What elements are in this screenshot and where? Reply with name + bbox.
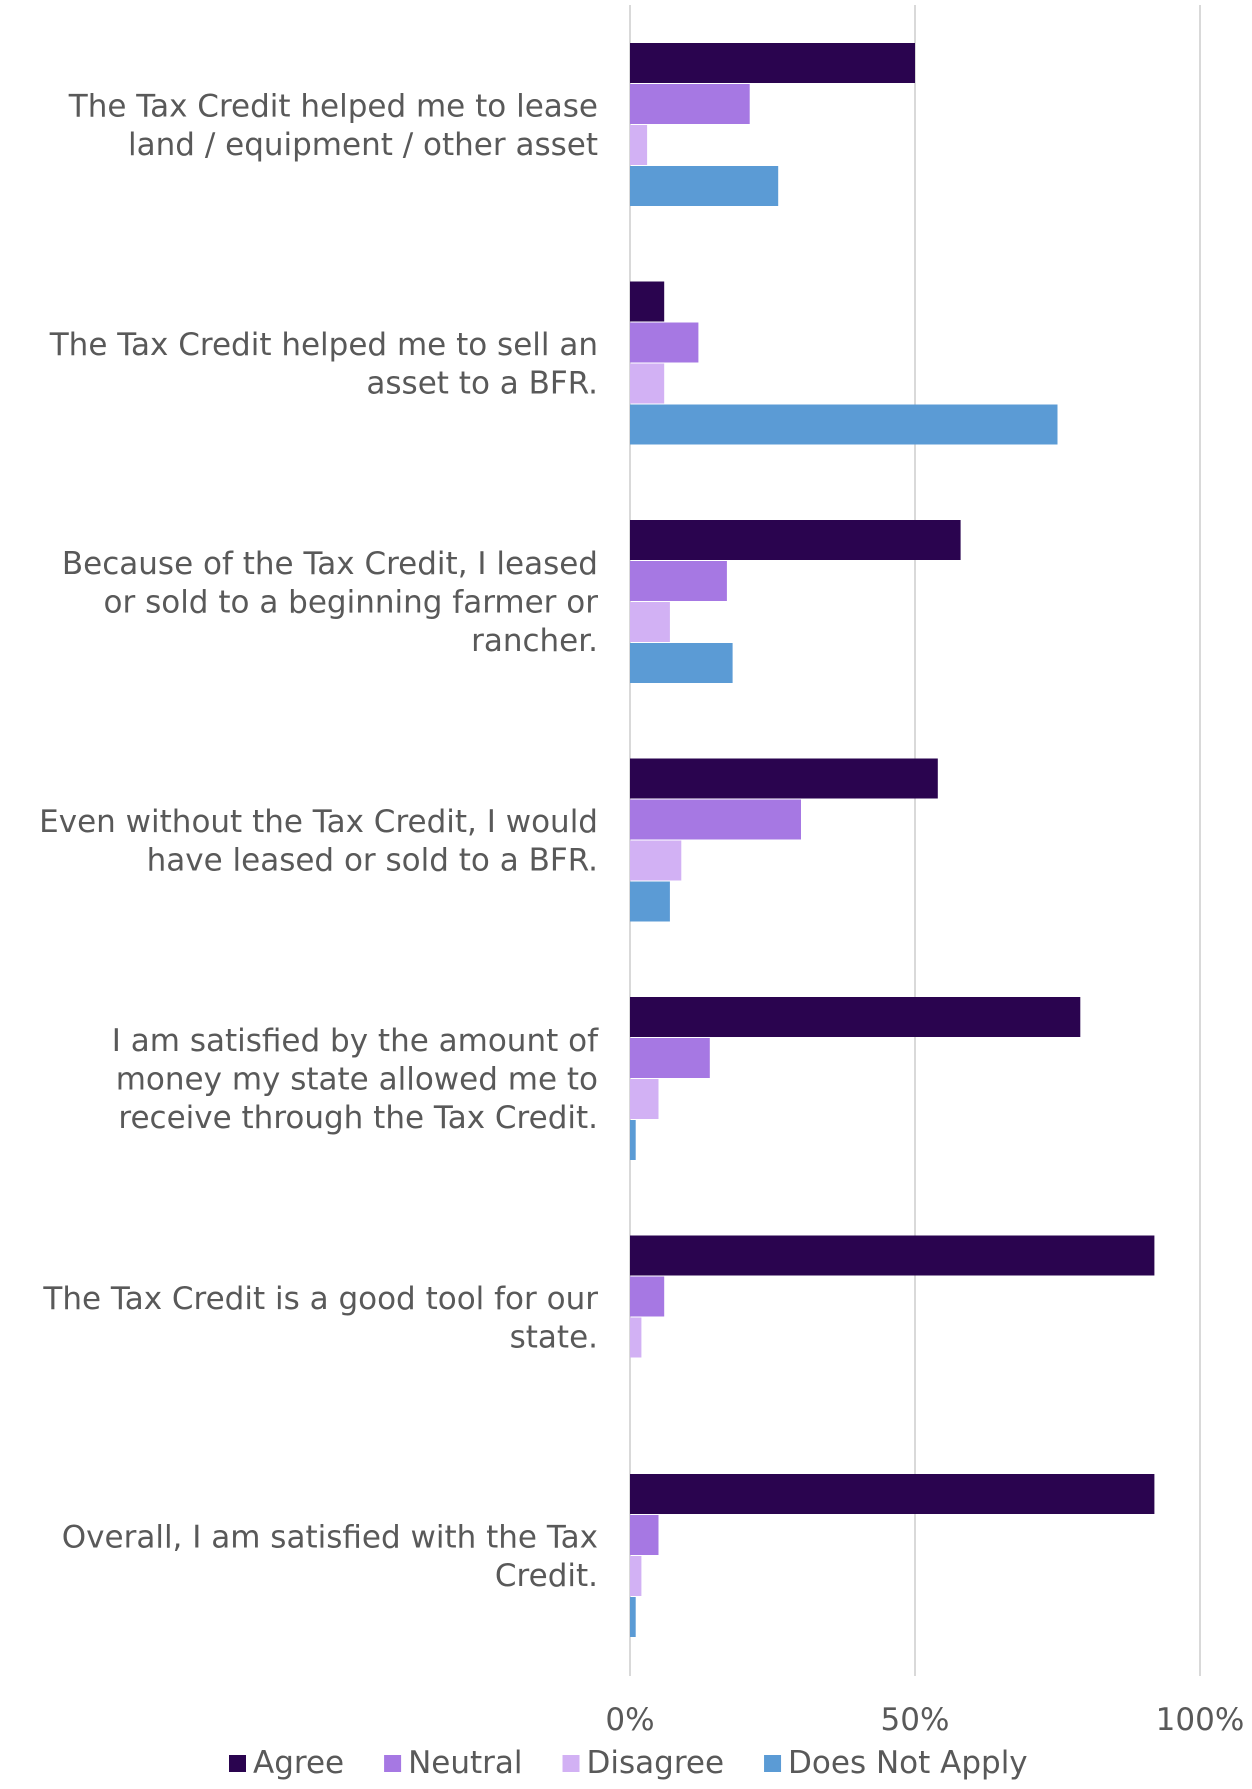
bar-agree-3 (630, 520, 961, 560)
category-label-3: Because of the Tax Credit, I leased or so… (62, 546, 598, 659)
legend-label-neutral: Neutral (408, 1745, 522, 1781)
legend-swatch-neutral (384, 1755, 402, 1772)
bar-disagree-6 (630, 1317, 642, 1358)
legend: Agree Neutral Disagree Does Not Apply (229, 1745, 1028, 1781)
bar-does-not-apply-4 (630, 881, 670, 922)
bar-disagree-2 (630, 363, 665, 404)
bar-disagree-1 (630, 125, 648, 165)
x-tick-labels: 0% 50% 100% (605, 1702, 1244, 1738)
bar-neutral-2 (630, 322, 699, 363)
bar-neutral-7 (630, 1515, 659, 1555)
bar-agree-6 (630, 1235, 1155, 1276)
gridlines (629, 5, 1201, 1676)
legend-label-disagree: Disagree (587, 1745, 725, 1781)
bar-agree-5 (630, 997, 1081, 1037)
category-label-1: The Tax Credit helped me to lease land / … (68, 88, 598, 163)
bar-disagree-7 (630, 1556, 642, 1596)
legend-label-does-not-apply: Does Not Apply (788, 1745, 1028, 1781)
x-tick-label-50: 50% (881, 1702, 950, 1738)
legend-swatch-agree (229, 1755, 246, 1772)
bar-agree-4 (630, 758, 938, 799)
legend-swatch-disagree (562, 1755, 580, 1772)
category-label-7: Overall, I am satisfied with the Tax Cred… (62, 1519, 598, 1594)
category-label-2: The Tax Credit helped me to sell an asset… (49, 327, 598, 402)
x-tick-label-100: 100% (1156, 1702, 1245, 1738)
bar-does-not-apply-1 (630, 166, 779, 206)
bar-disagree-3 (630, 602, 670, 642)
bar-neutral-1 (630, 84, 750, 124)
bar-does-not-apply-7 (630, 1597, 636, 1637)
bar-agree-7 (630, 1474, 1155, 1514)
category-label-4: Even without the Tax Credit, I would have… (39, 804, 598, 879)
bar-neutral-5 (630, 1038, 710, 1078)
category-label-5: I am satisfied by the amount of money my … (112, 1023, 599, 1136)
legend-swatch-does-not-apply (764, 1755, 782, 1772)
bar-disagree-5 (630, 1079, 659, 1119)
category-label-6: The Tax Credit is a good tool for our sta… (42, 1281, 598, 1356)
bar-neutral-4 (630, 799, 801, 840)
bar-does-not-apply-5 (630, 1120, 636, 1160)
bars (630, 43, 1155, 1637)
bar-agree-1 (630, 43, 915, 83)
bar-disagree-4 (630, 840, 682, 881)
x-tick-label-0: 0% (605, 1702, 654, 1738)
bar-agree-2 (630, 281, 665, 322)
bar-does-not-apply-2 (630, 404, 1058, 445)
bar-neutral-6 (630, 1276, 665, 1317)
bar-neutral-3 (630, 561, 727, 601)
category-labels: The Tax Credit helped me to lease land / … (39, 88, 599, 1594)
legend-label-agree: Agree (253, 1745, 344, 1781)
bar-does-not-apply-3 (630, 643, 733, 683)
